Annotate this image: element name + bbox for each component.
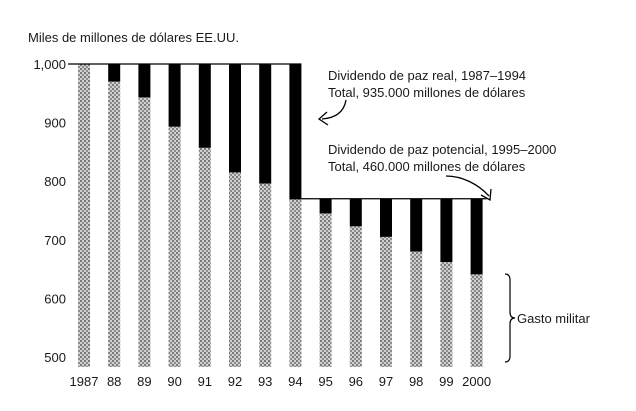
dividend-bar [289,64,302,199]
x-tick-label: 95 [318,374,332,389]
y-tick-label: 900 [44,116,66,131]
annotation-real-dividend-line1: Dividendo de paz real, 1987–1994 [328,68,526,83]
dividend-bar [138,64,151,98]
x-tick-label: 94 [288,374,302,389]
spending-bar [410,251,423,367]
spending-bracket [504,273,516,363]
dividend-bar [108,64,121,82]
x-tick-label: 2000 [462,374,491,389]
dividend-bar [349,198,362,227]
y-tick-label: 700 [44,233,66,248]
dividend-bar [319,198,332,214]
x-tick-label: 99 [439,374,453,389]
spending-bar [168,126,181,368]
x-tick-label: 89 [137,374,151,389]
spending-bar [470,274,483,367]
x-tick-label: 96 [349,374,363,389]
annotation-potential-dividend-line1: Dividendo de paz potencial, 1995–2000 [328,142,556,157]
annotation-potential-dividend-line2: Total, 460.000 millones de dólares [328,159,526,174]
spending-bar [108,81,121,367]
x-tick-label: 1987 [70,374,99,389]
x-tick-label: 90 [167,374,181,389]
y-axis-label: Miles de millones de dólares EE.UU. [28,30,239,45]
spending-bar [138,97,151,367]
curved-arrow-icon [317,99,347,126]
curved-arrow-icon [445,175,492,202]
spending-bar [198,147,211,367]
x-tick-label: 98 [409,374,423,389]
dividend-bar [440,198,453,263]
y-tick-labels: 1,000 900 800 700 600 500 [33,57,66,365]
x-tick-labels: 1987 88 89 90 91 92 93 94 95 96 97 98 99 2000 [70,374,492,389]
y-tick-label: 800 [44,174,66,189]
y-tick-label: 600 [44,291,66,306]
reference-lines [68,63,487,200]
spending-bar [78,64,90,367]
spending-bar [440,262,453,367]
dividend-bar [410,198,423,252]
dividend-bar [168,64,181,127]
dividend-bar [259,64,272,184]
x-tick-label: 97 [379,374,393,389]
dividend-bar [380,198,392,237]
spending-bar [380,236,392,367]
y-tick-label: 1,000 [33,57,66,72]
y-tick-label: 500 [44,350,66,365]
bars [78,64,483,368]
spending-bar [229,172,241,367]
dividend-bar [229,64,241,173]
dividend-bar [198,64,211,148]
x-tick-label: 88 [107,374,121,389]
x-tick-label: 92 [228,374,242,389]
dividend-bar [470,198,483,275]
spending-bar [259,183,272,367]
annotation-real-dividend-line2: Total, 935.000 millones de dólares [328,85,526,100]
spending-bar [289,198,302,367]
x-tick-label: 93 [258,374,272,389]
x-tick-label: 91 [198,374,212,389]
annotation-military-spending: Gasto militar [517,311,591,326]
spending-bar [349,226,362,367]
spending-bar [319,213,332,367]
